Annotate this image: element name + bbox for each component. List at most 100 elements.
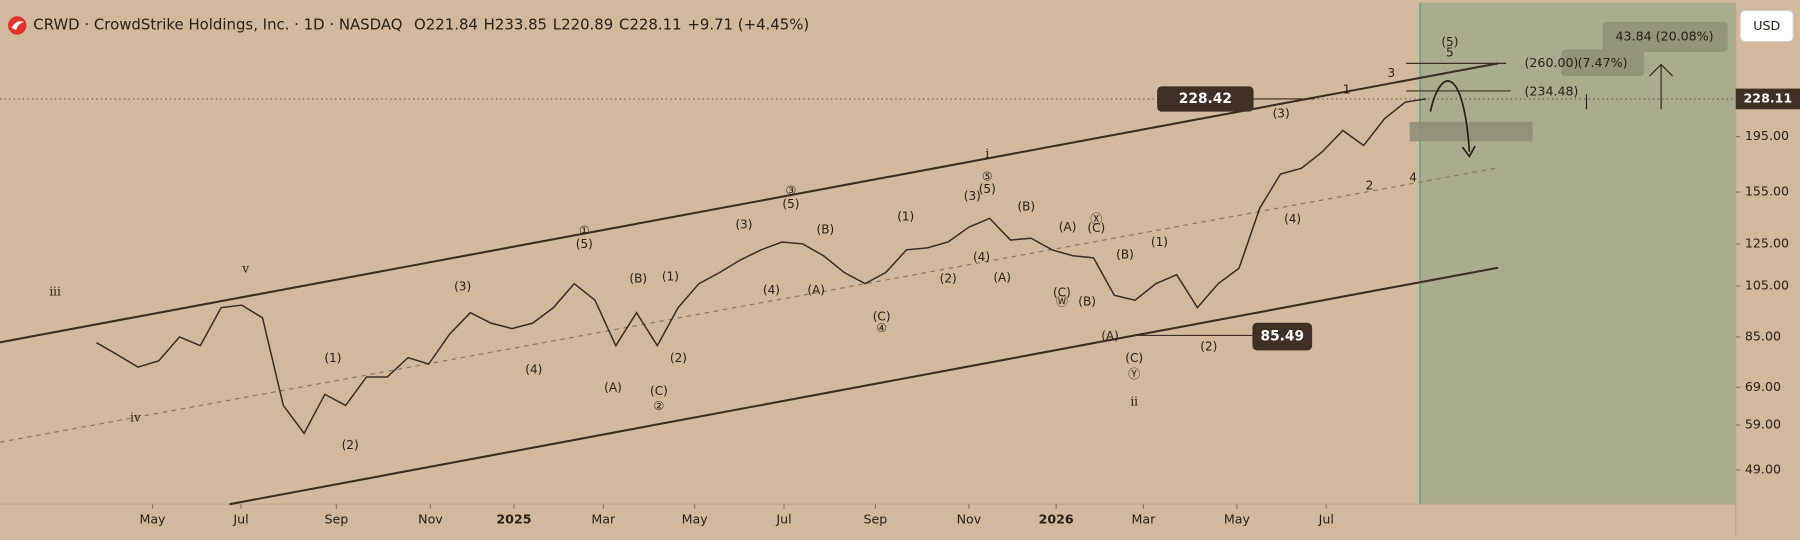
target-label: (7.47%)	[1578, 55, 1628, 70]
arrow-head	[1461, 145, 1476, 158]
x-tick-label: Nov	[957, 512, 982, 527]
price-mark: 85.49	[1260, 329, 1304, 345]
wave-label: (B)	[1116, 248, 1134, 262]
wave-label: (4)	[763, 283, 780, 297]
y-tick-label: 85.00	[1745, 328, 1781, 343]
x-tick-label: Mar	[1132, 512, 1157, 527]
wave-label: (B)	[1017, 199, 1035, 213]
wave-label: (1)	[1151, 235, 1168, 249]
scenario-arrow	[1429, 80, 1471, 152]
symbol-title: CRWD · CrowdStrike Holdings, Inc. · 1D ·…	[33, 15, 402, 33]
wave-label: iv	[130, 411, 141, 425]
wave-label: (B)	[817, 222, 835, 236]
last-price: 228.11	[1744, 90, 1793, 105]
wave-label: (1)	[324, 351, 341, 365]
channel-lower	[229, 266, 1499, 506]
wave-label: v	[241, 261, 249, 275]
ohlc-value: 228.11	[629, 15, 681, 33]
wave-label: ii	[1130, 395, 1138, 409]
x-tick-label: Nov	[418, 512, 443, 527]
x-tick-label: 2026	[1039, 512, 1074, 527]
x-tick-label: Jul	[775, 512, 791, 527]
wave-label: i	[985, 147, 989, 161]
wave-label: 5	[1446, 46, 1454, 60]
wave-label: ①	[579, 223, 590, 237]
wave-label: (1)	[897, 210, 914, 224]
x-tick-label: Jul	[1318, 512, 1334, 527]
y-tick-label: 125.00	[1745, 235, 1789, 250]
wave-label: 2	[1366, 179, 1374, 193]
x-tick-label: May	[139, 512, 166, 527]
x-tick-label: May	[682, 512, 709, 527]
ohlc-value: 233.85	[495, 15, 547, 33]
wave-label: 3	[1387, 66, 1395, 80]
wave-label: (C)	[1087, 221, 1105, 235]
wave-label: (2)	[1200, 339, 1217, 353]
y-tick-label: 105.00	[1745, 277, 1789, 292]
wave-label: Ⓨ	[1128, 367, 1140, 381]
wave-label: (A)	[993, 271, 1011, 285]
x-tick-label: Sep	[324, 512, 348, 527]
wave-label: (C)	[1125, 351, 1143, 365]
y-tick-label: 195.00	[1745, 128, 1789, 143]
wave-label: Ⓧ	[1090, 212, 1102, 226]
wave-label: (3)	[1273, 106, 1290, 120]
target-box	[1602, 22, 1728, 52]
wave-label: (B)	[1078, 295, 1096, 309]
price-mark-box	[1252, 322, 1313, 351]
target-label: (260.00)	[1524, 55, 1578, 70]
currency[interactable]: USD	[1753, 18, 1780, 33]
wave-label: ⑤	[982, 170, 993, 184]
x-tick-label: Mar	[591, 512, 616, 527]
x-tick-label: 2025	[496, 512, 531, 527]
price-mark: 228.42	[1179, 91, 1232, 107]
y-tick-label: 155.00	[1745, 184, 1789, 199]
price-mark-box	[1157, 86, 1254, 112]
target-box	[1561, 49, 1644, 76]
wave-label: (5)	[576, 237, 593, 251]
x-tick-label: May	[1224, 512, 1251, 527]
target-label: 43.84 (20.08%)	[1616, 28, 1714, 43]
wave-label: (5)	[782, 197, 799, 211]
wave-label: (A)	[807, 283, 825, 297]
wave-label: (C)	[873, 310, 891, 324]
y-tick-label: 49.00	[1745, 461, 1781, 476]
channel-mid	[0, 167, 1499, 443]
wave-label: (3)	[735, 218, 752, 232]
wave-label: ③	[786, 183, 797, 197]
wave-label: (5)	[979, 182, 996, 196]
ohlc-value: 221.84	[426, 15, 478, 33]
wave-label: (C)	[650, 384, 668, 398]
target-label: (234.48)	[1524, 84, 1578, 99]
wave-label: (4)	[973, 250, 990, 264]
wave-label: (3)	[454, 280, 471, 294]
currency-button[interactable]	[1739, 9, 1794, 43]
wave-label: ②	[654, 399, 665, 413]
wave-label: (4)	[525, 362, 542, 376]
wave-label: (B)	[629, 272, 647, 286]
logo-mark	[11, 21, 25, 31]
y-tick-label: 59.00	[1745, 417, 1781, 432]
ohlc-value: 220.89	[561, 15, 613, 33]
wave-label: (5)	[1441, 35, 1458, 49]
wave-label: (A)	[1101, 329, 1119, 343]
y-tick-label: 69.00	[1745, 379, 1781, 394]
arrow-head	[1649, 63, 1673, 77]
wave-label: (2)	[342, 438, 359, 452]
last-price-box	[1735, 88, 1800, 110]
wave-label: (C)	[1053, 285, 1071, 299]
wave-label: (A)	[604, 381, 622, 395]
wave-label: (2)	[940, 272, 957, 286]
wave-label: (3)	[964, 189, 981, 203]
ohlc-label: C	[619, 15, 629, 33]
zone-box	[1409, 121, 1533, 142]
x-tick-label: Jul	[232, 512, 248, 527]
price-line	[96, 98, 1427, 435]
wave-label: (1)	[662, 269, 679, 283]
wave-label: 4	[1409, 171, 1417, 185]
wave-label: 1	[1343, 82, 1351, 96]
wave-label: ④	[876, 321, 887, 335]
change: +9.71 (+4.45%)	[687, 15, 809, 33]
